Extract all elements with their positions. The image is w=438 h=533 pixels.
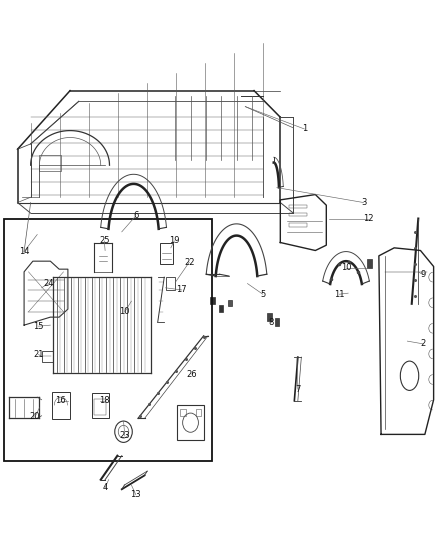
Text: 17: 17 (177, 286, 187, 294)
Text: 3: 3 (361, 198, 366, 207)
Text: 10: 10 (120, 308, 130, 316)
Bar (219, 305, 223, 312)
Bar (39, 155, 61, 171)
Text: 12: 12 (363, 214, 373, 223)
Text: 4: 4 (102, 483, 108, 492)
Text: 16: 16 (55, 397, 66, 405)
Text: 25: 25 (99, 237, 110, 245)
Bar (367, 259, 372, 268)
Text: 9: 9 (420, 270, 425, 279)
Text: 11: 11 (334, 290, 345, 298)
Bar (289, 223, 307, 227)
Bar (4, 219, 212, 461)
Text: 24: 24 (43, 279, 53, 288)
Bar (289, 205, 307, 208)
Text: 26: 26 (187, 370, 197, 378)
Text: 20: 20 (30, 413, 40, 421)
Bar (210, 297, 215, 304)
Bar (267, 313, 272, 321)
Bar (289, 213, 307, 216)
Bar (196, 409, 201, 416)
Text: 1: 1 (302, 125, 307, 133)
Text: 15: 15 (33, 322, 44, 330)
Text: 18: 18 (99, 397, 110, 405)
Text: 8: 8 (269, 318, 274, 327)
Text: 19: 19 (169, 237, 180, 245)
Bar (177, 405, 204, 440)
Text: 6: 6 (133, 212, 138, 220)
Text: 22: 22 (184, 258, 194, 266)
Text: 23: 23 (120, 432, 130, 440)
Text: 13: 13 (131, 490, 141, 499)
Text: 2: 2 (420, 340, 425, 348)
Bar (160, 243, 173, 264)
Bar (180, 409, 186, 416)
Bar (92, 393, 109, 418)
Bar (275, 318, 279, 326)
Bar (166, 277, 175, 290)
Text: 5: 5 (260, 290, 265, 298)
Bar (228, 300, 232, 306)
Bar (42, 351, 53, 362)
Bar (52, 392, 70, 419)
Text: 14: 14 (19, 247, 29, 256)
Text: 7: 7 (295, 385, 300, 393)
Text: 10: 10 (341, 263, 351, 272)
Text: 21: 21 (33, 350, 44, 359)
Bar (94, 399, 106, 415)
